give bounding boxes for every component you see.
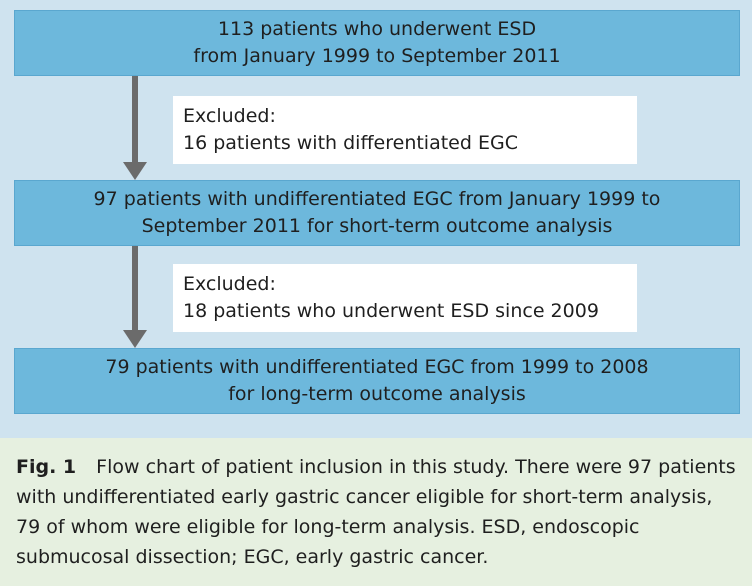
flow-box-long-term: 79 patients with undifferentiated EGC fr… [14,348,740,414]
caption-area [0,438,752,586]
exclusion-title: Excluded: [183,105,276,127]
flow-box-short-term: 97 patients with undifferentiated EGC fr… [14,180,740,246]
figure-label: Fig. 1 [16,456,77,478]
arrow-down-icon [123,162,147,180]
flow-box-short-term-line1: 97 patients with undifferentiated EGC fr… [93,188,661,210]
caption-text: Flow chart of patient inclusion in this … [16,456,736,568]
flow-box-long-term-line2: for long-term outcome analysis [228,383,526,405]
arrow-1-shaft [132,76,138,162]
figure-caption: Fig. 1 Flow chart of patient inclusion in… [16,452,740,572]
exclusion-text: 16 patients with differentiated EGC [183,132,518,154]
flow-box-short-term-line2: September 2011 for short-term outcome an… [141,215,613,237]
flow-box-all-patients: 113 patients who underwent ESD from Janu… [14,10,740,76]
flow-box-all-patients-line2: from January 1999 to September 2011 [193,45,561,67]
flow-box-all-patients-line1: 113 patients who underwent ESD [217,18,537,40]
exclusion-title: Excluded: [183,273,276,295]
arrow-2-shaft [132,246,138,330]
exclusion-box-since-2009: Excluded: 18 patients who underwent ESD … [173,264,637,332]
arrow-down-icon [123,330,147,348]
flow-box-long-term-line1: 79 patients with undifferentiated EGC fr… [105,356,649,378]
exclusion-text: 18 patients who underwent ESD since 2009 [183,300,599,322]
exclusion-box-differentiated: Excluded: 16 patients with differentiate… [173,96,637,164]
